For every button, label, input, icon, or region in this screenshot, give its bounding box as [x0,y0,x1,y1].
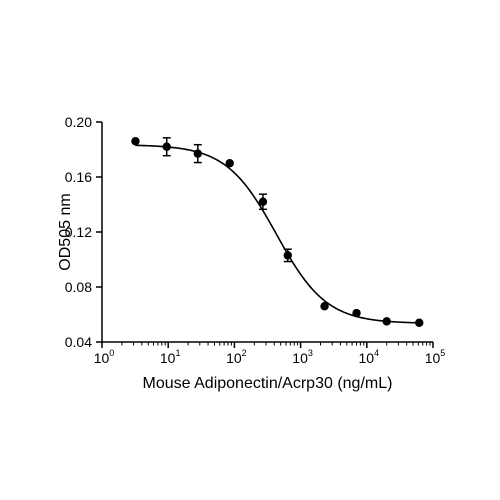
data-point [193,149,203,158]
x-tick-label: 103 [292,348,313,366]
y-tick-label: 0.04 [65,334,92,350]
data-point [162,142,171,151]
data-point [352,308,361,318]
data-point [415,318,424,327]
data-point [320,302,329,311]
fit-curve [135,144,420,324]
y-axis-title: OD505 nm [57,193,74,270]
fit-curve-layer [135,144,420,324]
y-tick-label: 0.16 [65,169,92,185]
data-points-layer [131,137,424,327]
data-point [382,317,391,326]
x-tick-label: 105 [425,348,446,366]
x-tick-label: 104 [359,348,380,366]
x-tick-label: 101 [160,348,181,366]
data-point [258,197,268,206]
data-point [225,159,234,168]
x-axis-title: Mouse Adiponectin/Acrp30 (ng/mL) [143,375,393,392]
y-tick-label: 0.20 [65,114,92,130]
y-tick-label: 0.08 [65,279,92,295]
data-point [131,137,140,146]
y-tick-label: 0.12 [65,224,92,240]
x-tick-label: 100 [94,348,115,366]
x-tick-label: 102 [226,348,247,366]
data-point [283,251,292,260]
axes: 0.04 0.08 0.12 0.16 0.20 100 101 102 103 104 105 [65,114,446,366]
